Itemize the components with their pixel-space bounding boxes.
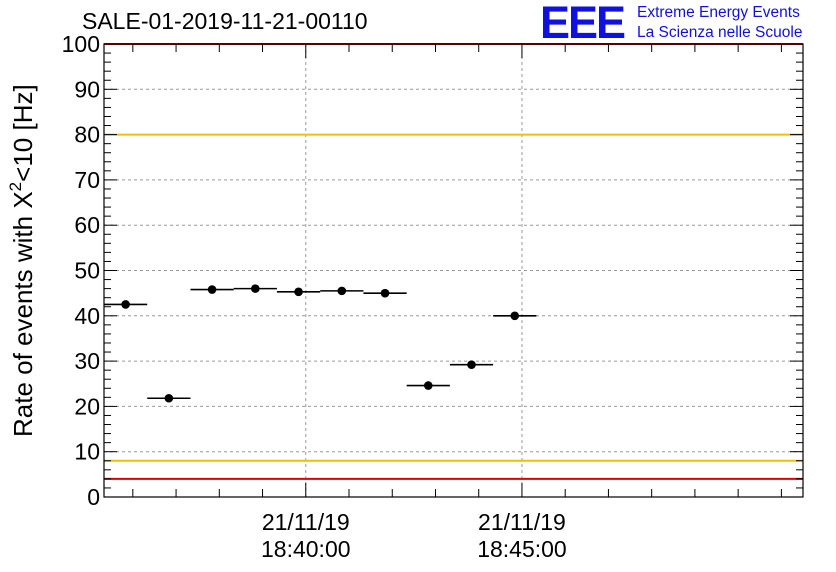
y-tick-label: 70 <box>74 167 100 193</box>
tick-labels: 010203040506070809010021/11/1918:40:0021… <box>62 31 567 562</box>
y-tick-label: 90 <box>74 76 100 102</box>
x-tick-label-time: 18:45:00 <box>477 536 567 562</box>
y-axis-label: Rate of events with X2<10 [Hz] <box>6 84 38 437</box>
chart-title: SALE-01-2019-11-21-00110 <box>82 8 368 34</box>
data-point <box>251 284 260 293</box>
x-tick-label-time: 18:40:00 <box>261 536 351 562</box>
data-point <box>207 285 217 294</box>
data-points <box>104 284 537 403</box>
x-tick-label-date: 21/11/19 <box>478 509 566 535</box>
y-axis-label-suffix: <10 [Hz] <box>8 84 38 182</box>
y-tick-label: 20 <box>74 393 100 419</box>
data-point <box>467 360 476 370</box>
axis-ticks <box>104 43 803 498</box>
y-tick-label: 60 <box>74 212 100 238</box>
grid <box>104 44 803 497</box>
data-point <box>510 311 520 321</box>
y-axis-label-sup: 2 <box>6 182 25 191</box>
y-axis-label-prefix: Rate of events with X <box>8 191 38 437</box>
y-tick-label: 40 <box>74 303 100 329</box>
data-point <box>164 393 174 403</box>
y-tick-label: 30 <box>74 348 100 374</box>
y-tick-label: 10 <box>74 439 100 465</box>
logo-caption-line2: La Scienza nelle Scuole <box>637 24 803 41</box>
logo-caption-line1: Extreme Energy Events <box>637 4 800 21</box>
data-point <box>337 286 347 296</box>
y-tick-label: 0 <box>87 484 100 510</box>
y-tick-label: 50 <box>74 258 100 284</box>
y-tick-label: 100 <box>62 31 100 57</box>
y-tick-label: 80 <box>74 122 100 148</box>
eee-logo: EEE <box>540 0 626 48</box>
x-tick-label-date: 21/11/19 <box>262 509 350 535</box>
data-point <box>423 381 433 390</box>
data-point <box>380 288 390 298</box>
data-point <box>294 287 303 297</box>
data-point <box>121 300 130 309</box>
